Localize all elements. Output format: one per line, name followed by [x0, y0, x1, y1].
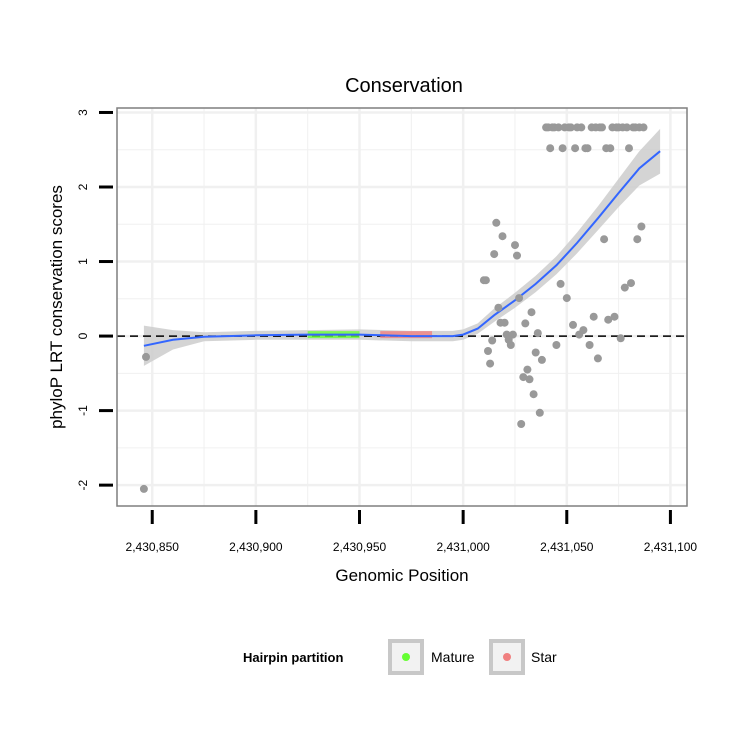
data-point — [569, 320, 577, 329]
y-tick-label: 1 — [76, 258, 90, 265]
data-point — [490, 250, 499, 259]
data-point — [533, 329, 542, 338]
data-points — [139, 123, 648, 493]
y-axis: -2 -1 0 1 2 3 — [76, 109, 113, 490]
data-point — [589, 312, 598, 321]
y-axis-label: phyloP LRT conservation scores — [47, 185, 66, 429]
y-tick-label: 2 — [76, 183, 90, 190]
x-tick-label: 2,431,000 — [436, 540, 490, 554]
plot-panel — [117, 108, 687, 506]
data-point — [506, 341, 515, 349]
legend-swatch-star — [503, 653, 511, 661]
data-point — [511, 241, 519, 250]
y-tick-label: -1 — [76, 405, 90, 416]
data-point — [633, 235, 642, 244]
data-point — [637, 222, 646, 231]
legend: Hairpin partition Mature Star — [243, 639, 557, 675]
legend-item-star: Star — [489, 639, 557, 675]
data-point — [620, 283, 629, 292]
plot-area — [116, 107, 688, 507]
data-point — [484, 347, 492, 355]
data-point — [515, 294, 524, 303]
legend-label-star: Star — [531, 649, 557, 665]
data-point — [610, 312, 619, 321]
x-tick-label: 2,431,050 — [540, 540, 594, 554]
data-point — [622, 123, 631, 132]
data-point — [593, 354, 602, 363]
data-point — [552, 341, 561, 349]
data-point — [498, 232, 507, 241]
data-point — [577, 123, 586, 132]
data-point — [604, 315, 613, 324]
data-point — [523, 365, 532, 374]
data-point — [600, 235, 609, 244]
legend-title: Hairpin partition — [243, 650, 343, 665]
data-point — [486, 359, 495, 368]
data-point — [492, 218, 501, 227]
data-point — [527, 308, 536, 317]
data-point — [519, 373, 528, 382]
x-axis: 2,430,850 2,430,900 2,430,950 2,431,000 2,43… — [126, 510, 698, 554]
data-point — [571, 144, 580, 153]
data-point — [566, 123, 575, 132]
x-tick-label: 2,430,900 — [229, 540, 283, 554]
x-tick-label: 2,430,850 — [126, 540, 180, 554]
x-tick-label: 2,431,100 — [644, 540, 698, 554]
legend-label-mature: Mature — [431, 649, 475, 665]
legend-item-mature: Mature — [388, 639, 475, 675]
data-point — [625, 144, 633, 153]
data-point — [616, 334, 625, 343]
data-point — [531, 348, 540, 357]
x-axis-label: Genomic Position — [335, 566, 468, 585]
data-point — [585, 341, 594, 349]
legend-swatch-mature — [402, 653, 410, 661]
legend-key-star — [489, 639, 525, 675]
y-tick-label: 0 — [76, 332, 90, 339]
data-point — [558, 144, 567, 153]
data-point — [139, 484, 148, 493]
smooth-confidence-band — [143, 128, 661, 366]
data-point — [583, 144, 592, 153]
data-point — [606, 144, 615, 153]
data-point — [521, 319, 530, 328]
data-point — [546, 144, 555, 153]
data-point — [556, 279, 565, 288]
chart-title: Conservation — [345, 75, 463, 97]
y-tick-label: -2 — [76, 479, 90, 490]
data-point — [579, 326, 588, 335]
data-point — [639, 123, 648, 132]
smooth-fit-line — [143, 150, 661, 347]
data-point — [488, 336, 497, 345]
data-point — [529, 390, 538, 399]
x-tick-label: 2,430,950 — [333, 540, 387, 554]
data-point — [535, 408, 544, 417]
data-point — [598, 123, 606, 132]
data-point — [142, 352, 150, 361]
data-point — [513, 251, 521, 260]
data-point — [517, 420, 526, 428]
data-point — [554, 123, 563, 132]
data-point — [500, 318, 509, 327]
data-point — [494, 303, 503, 312]
data-point — [508, 330, 517, 339]
data-point — [525, 375, 534, 384]
plot-border — [116, 107, 688, 507]
data-point — [481, 276, 490, 285]
data-point — [627, 279, 635, 288]
data-point — [562, 294, 571, 303]
y-tick-label: 3 — [76, 109, 90, 116]
data-point — [537, 355, 546, 364]
